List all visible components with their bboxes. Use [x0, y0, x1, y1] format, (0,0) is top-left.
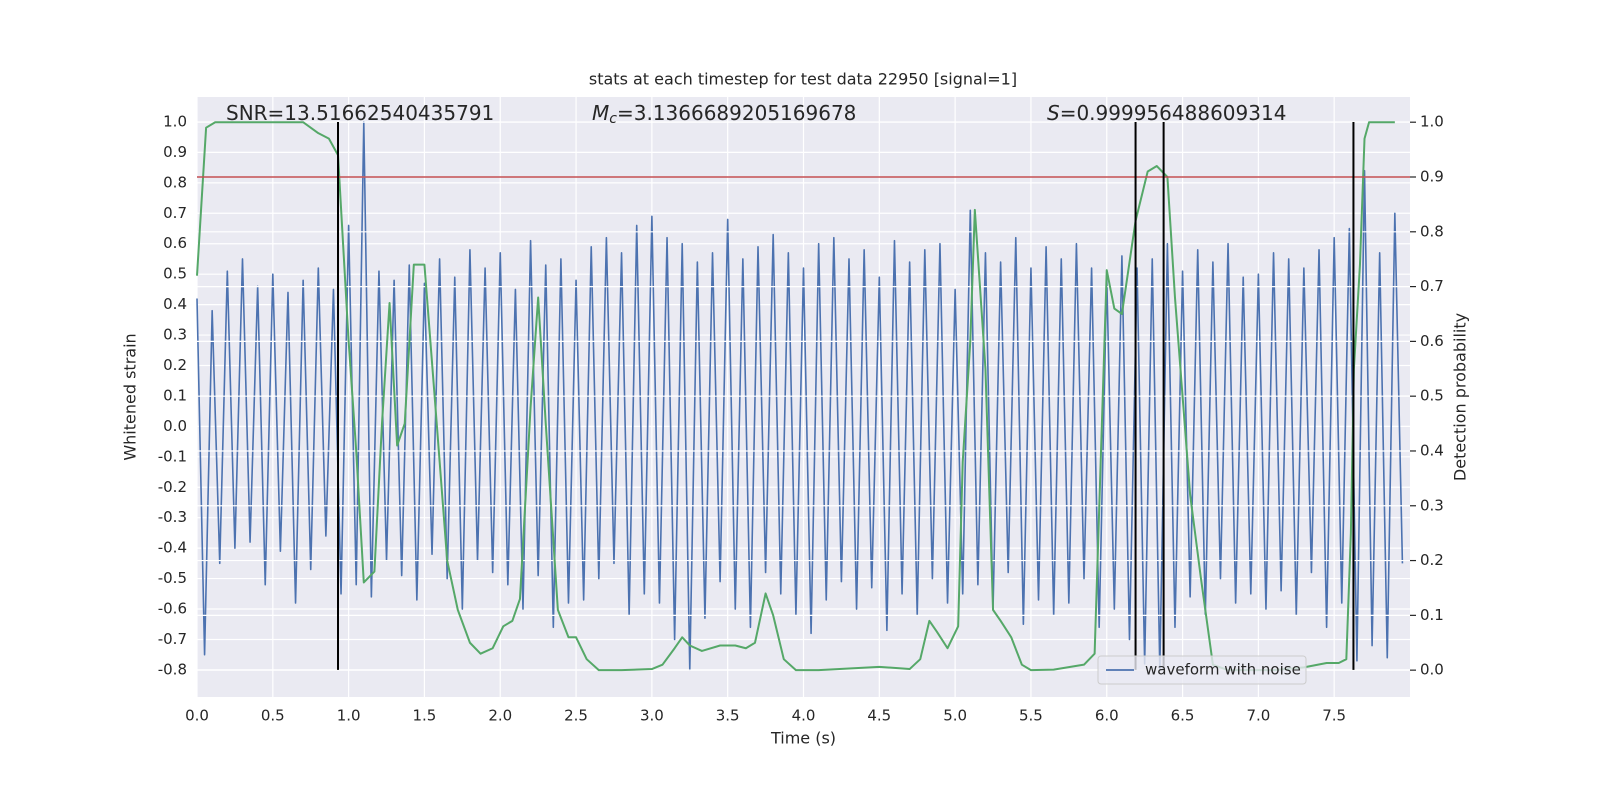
y2-tick-label: 0.1	[1420, 606, 1444, 624]
x-tick-label: 0.0	[185, 707, 209, 725]
y-tick-label: 0.6	[163, 234, 187, 252]
chart-title: stats at each timestep for test data 229…	[589, 70, 1017, 89]
annotation: SNR=13.51662540435791	[226, 101, 494, 125]
x-tick-label: 5.0	[943, 707, 967, 725]
y-tick-label: -0.7	[158, 630, 187, 648]
x-axis-label: Time (s)	[770, 729, 836, 748]
y-tick-label: 0.1	[163, 386, 187, 404]
annotation-symbol: M	[592, 101, 609, 125]
x-tick-label: 4.5	[867, 707, 891, 725]
y2-tick-label: 0.2	[1420, 551, 1444, 569]
annotation-text: =0.999956488609314	[1060, 101, 1287, 125]
x-tick-label: 4.0	[792, 707, 816, 725]
y2-tick-label: 0.3	[1420, 496, 1444, 514]
x-tick-label: 1.0	[337, 707, 361, 725]
y-tick-label: -0.6	[158, 600, 187, 618]
y2-tick-label: 0.4	[1420, 441, 1444, 459]
annotation: S=0.999956488609314	[1047, 101, 1286, 125]
x-tick-label: 0.5	[261, 707, 285, 725]
y-tick-label: 0.2	[163, 356, 187, 374]
y-tick-label: 0.3	[163, 326, 187, 344]
annotation-subscript: c	[609, 111, 617, 127]
legend-box	[1097, 655, 1307, 685]
y2-tick-label: 0.9	[1420, 168, 1444, 186]
y2-tick-label: 0.6	[1420, 332, 1444, 350]
annotation-text: =3.1366689205169678	[617, 101, 856, 125]
y-tick-label: 0.7	[163, 204, 187, 222]
y-tick-label: 0.8	[163, 173, 187, 191]
x-tick-label: 6.0	[1095, 707, 1119, 725]
x-tick-label: 2.0	[488, 707, 512, 725]
y2-tick-label: 0.5	[1420, 387, 1444, 405]
y-tick-label: 0.4	[163, 295, 187, 313]
y2-tick-label: 1.0	[1420, 113, 1444, 131]
x-tick-label: 1.5	[413, 707, 437, 725]
legend-label: waveform with noise	[1145, 661, 1301, 679]
x-tick-label: 7.5	[1322, 707, 1346, 725]
y2-tick-label: 0.0	[1420, 661, 1444, 679]
y2-tick-label: 0.8	[1420, 222, 1444, 240]
y-tick-label: -0.2	[158, 478, 187, 496]
y-tick-label: -0.5	[158, 569, 187, 587]
waveform-line	[196, 121, 1404, 671]
x-tick-label: 6.5	[1171, 707, 1195, 725]
x-tick-label: 2.5	[564, 707, 588, 725]
y-axis-label: Whitened strain	[121, 333, 140, 460]
y2-tick-label: 0.7	[1420, 277, 1444, 295]
x-tick-label: 3.5	[716, 707, 740, 725]
y-tick-label: 0.9	[163, 143, 187, 161]
y-tick-label: -0.4	[158, 539, 187, 557]
y-tick-label: -0.1	[158, 447, 187, 465]
y-tick-label: 1.0	[163, 112, 187, 130]
y-tick-label: -0.8	[158, 660, 187, 678]
x-tick-label: 5.5	[1019, 707, 1043, 725]
annotation-symbol: S	[1047, 101, 1060, 125]
y-tick-label: 0.5	[163, 265, 187, 283]
probability-line	[196, 121, 1395, 672]
y2-axis-label: Detection probability	[1451, 313, 1470, 481]
annotation-text: SNR=13.51662540435791	[226, 101, 494, 125]
y-tick-label: -0.3	[158, 508, 187, 526]
y-tick-label: 0.0	[163, 417, 187, 435]
x-tick-label: 3.0	[640, 707, 664, 725]
annotation: Mc=3.1366689205169678	[592, 101, 856, 128]
x-tick-label: 7.0	[1246, 707, 1270, 725]
